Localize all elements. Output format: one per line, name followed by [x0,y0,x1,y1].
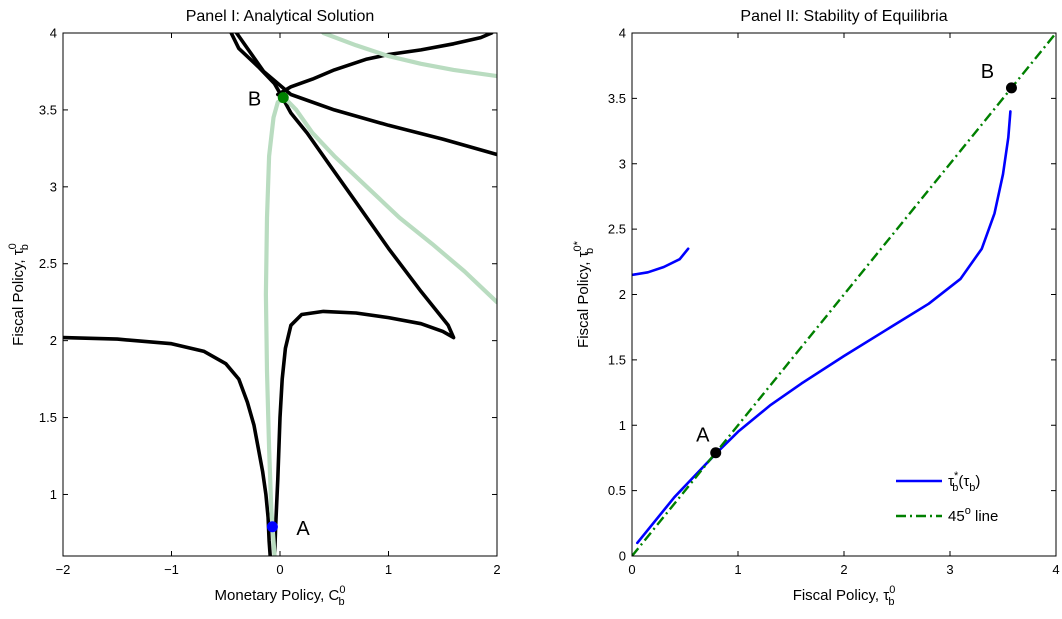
legend-label-1: 45o line [948,505,998,525]
y-axis-label: Fiscal Policy, τ0b [7,243,31,346]
y-tick-label: 2.5 [39,256,57,271]
chart-title: Panel II: Stability of Equilibria [740,8,947,25]
series-line-5 [263,95,497,556]
x-tick-label: −2 [56,562,71,577]
y-tick-label: 4 [50,26,57,41]
series-line-4 [321,33,497,79]
legend-label-0: τ* b(τb) [948,470,980,494]
x-tick-label: 0 [628,562,635,577]
x-axis-label: Monetary Policy, C0 b [215,584,346,608]
point-marker-b [1005,82,1017,94]
series-group [632,33,1056,556]
point-marker-a [266,521,278,533]
y-tick-label: 2 [619,287,626,302]
point-label-b: B [248,89,261,111]
legend: τ* b(τb) 45o line [896,470,998,525]
panel-analytical-solution: −2 −1 0 1 2 1 1.5 2 2.5 3 3.5 4 Panel I: Analytical … [7,8,501,608]
y-tick-label: 0 [619,549,626,564]
y-axis-label: Fiscal Policy, τ0*b [572,240,596,348]
x-tick-label: 2 [493,562,500,577]
y-tick-label: 1.5 [608,352,626,367]
point-label-b: B [981,61,994,83]
series-line-2 [632,33,1056,556]
x-tick-label: 3 [946,562,953,577]
y-tick-label: 4 [619,26,626,41]
series-line-3 [234,33,497,157]
panel-stability-of-equilibria: 0 1 2 3 4 0 0.5 1 1.5 2 2.5 3 3.5 4 Panel II: Stabilit… [572,8,1060,608]
y-tick-label: 0.5 [608,483,626,498]
point-label-a: A [696,425,710,447]
x-tick-label: 1 [385,562,392,577]
x-axis-label: Fiscal Policy, τ0 b [793,584,896,608]
point-marker-b [277,92,289,104]
y-tick-label: 1 [50,487,57,502]
point-label-a: A [296,518,310,540]
y-tick-label: 1 [619,418,626,433]
series-group [63,33,497,556]
y-tick-label: 3.5 [39,102,57,117]
axes-box [62,32,498,557]
y-tick-label: 3 [619,156,626,171]
series-line-2 [276,33,494,97]
x-tick-label: 0 [276,562,283,577]
y-tick-label: 3 [50,179,57,194]
y-tick-label: 2 [50,333,57,348]
series-line-0 [63,335,272,556]
point-marker-a [710,447,722,459]
chart-title: Panel I: Analytical Solution [186,8,375,25]
y-tick-label: 2.5 [608,222,626,237]
x-tick-label: 2 [840,562,847,577]
x-tick-label: 4 [1052,562,1059,577]
y-tick-label: 1.5 [39,410,57,425]
series-line-0 [636,110,1012,545]
series-line-1 [632,247,690,277]
x-tick-label: −1 [164,562,179,577]
y-tick-label: 3.5 [608,91,626,106]
x-tick-label: 1 [734,562,741,577]
